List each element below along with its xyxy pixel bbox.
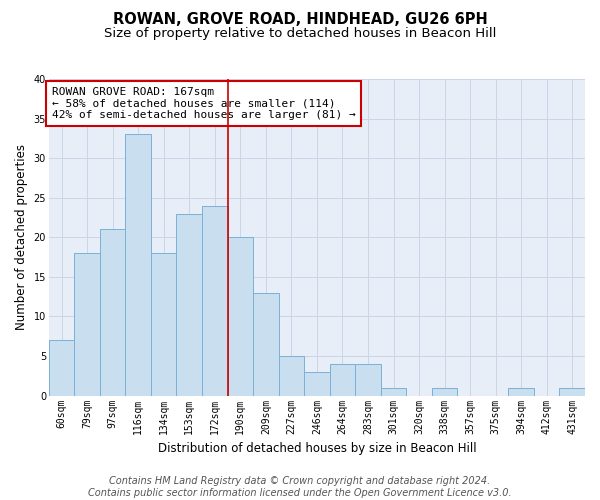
Bar [278, 356, 304, 396]
Bar [176, 214, 202, 396]
Bar [559, 388, 585, 396]
Bar [508, 388, 534, 396]
Bar [202, 206, 227, 396]
Bar [432, 388, 457, 396]
Bar [74, 253, 100, 396]
Text: Contains HM Land Registry data © Crown copyright and database right 2024.
Contai: Contains HM Land Registry data © Crown c… [88, 476, 512, 498]
Bar [355, 364, 381, 396]
X-axis label: Distribution of detached houses by size in Beacon Hill: Distribution of detached houses by size … [158, 442, 476, 455]
Bar [125, 134, 151, 396]
Text: Size of property relative to detached houses in Beacon Hill: Size of property relative to detached ho… [104, 28, 496, 40]
Text: ROWAN, GROVE ROAD, HINDHEAD, GU26 6PH: ROWAN, GROVE ROAD, HINDHEAD, GU26 6PH [113, 12, 487, 28]
Y-axis label: Number of detached properties: Number of detached properties [15, 144, 28, 330]
Bar [381, 388, 406, 396]
Bar [329, 364, 355, 396]
Bar [49, 340, 74, 396]
Bar [100, 230, 125, 396]
Text: ROWAN GROVE ROAD: 167sqm
← 58% of detached houses are smaller (114)
42% of semi-: ROWAN GROVE ROAD: 167sqm ← 58% of detach… [52, 87, 355, 120]
Bar [304, 372, 329, 396]
Bar [151, 253, 176, 396]
Bar [253, 292, 278, 396]
Bar [227, 238, 253, 396]
